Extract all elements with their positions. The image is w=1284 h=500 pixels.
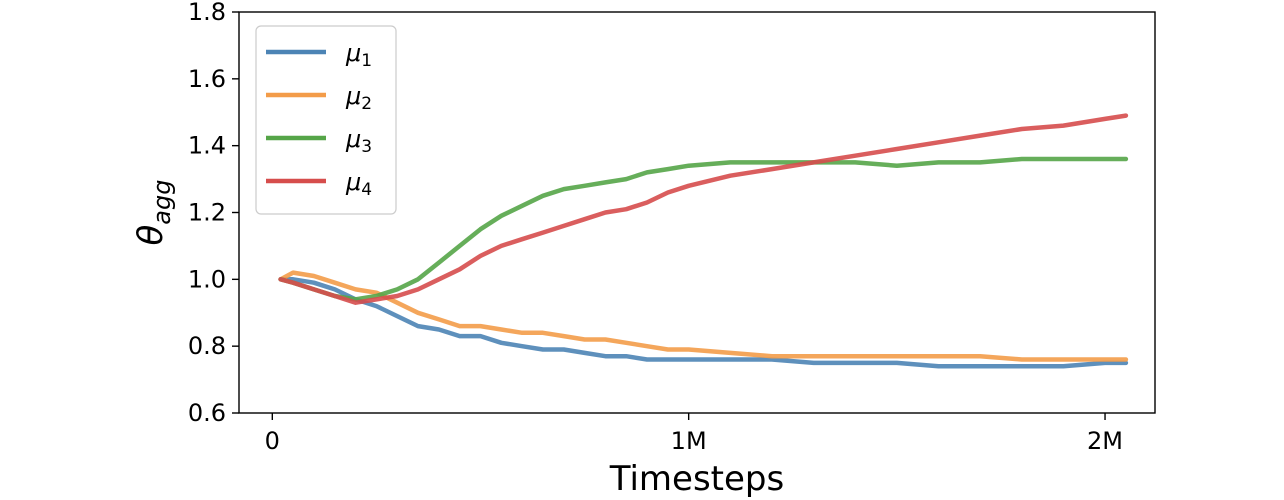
y-axis-title: θagg xyxy=(131,180,176,246)
chart-marks xyxy=(278,113,1129,369)
series-line-1 xyxy=(278,277,1129,369)
series-line-4 xyxy=(278,113,1129,305)
x-tick-label-2: 2M xyxy=(1087,427,1123,455)
y-tick-label-5: 1.6 xyxy=(188,65,226,93)
legend-label-1: μ1 xyxy=(345,39,372,71)
y-tick-label-0: 0.6 xyxy=(188,399,226,427)
y-tick-label-2: 1.0 xyxy=(188,265,226,293)
x-axis-title: Timesteps xyxy=(609,459,784,499)
axis-ticks: 0 1M 2M 0.6 0.8 1.0 1.2 1.4 1.6 1.8 xyxy=(188,0,1123,455)
y-tick-label-1: 0.8 xyxy=(188,332,226,360)
legend-label-3: μ3 xyxy=(345,125,372,157)
y-tick-label-3: 1.2 xyxy=(188,199,226,227)
legend-label-4: μ4 xyxy=(345,168,372,200)
x-tick-label-0: 0 xyxy=(265,427,280,455)
y-tick-label-4: 1.4 xyxy=(188,132,226,160)
x-tick-label-1: 1M xyxy=(671,427,707,455)
legend-label-2: μ2 xyxy=(345,82,372,114)
legend: μ1 μ2 μ3 μ4 xyxy=(255,25,397,215)
y-tick-label-6: 1.8 xyxy=(188,0,226,26)
legend-box xyxy=(255,25,397,215)
series-line-3 xyxy=(278,156,1129,302)
